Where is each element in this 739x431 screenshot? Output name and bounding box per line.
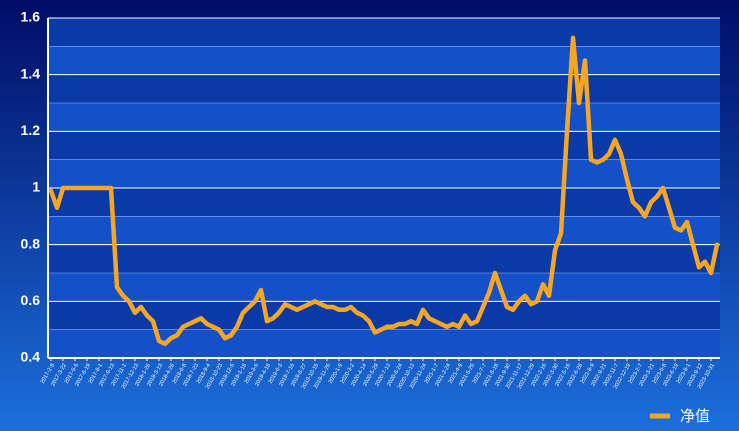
- plot-band: [48, 244, 720, 273]
- y-tick-label: 1.4: [21, 65, 41, 81]
- y-tick-label: 0.6: [21, 292, 41, 308]
- plot-band: [48, 216, 720, 245]
- plot-band: [48, 103, 720, 132]
- plot-band: [48, 188, 720, 217]
- y-tick-label: 0.4: [21, 349, 41, 365]
- y-tick-label: 1.6: [21, 9, 41, 25]
- y-tick-label: 0.8: [21, 235, 41, 251]
- y-tick-label: 1: [32, 179, 40, 195]
- plot-band: [48, 74, 720, 103]
- plot-band: [48, 159, 720, 188]
- plot-band: [48, 301, 720, 330]
- y-tick-label: 1.2: [21, 122, 41, 138]
- plot-band: [48, 46, 720, 75]
- legend-label: 净值: [680, 408, 710, 425]
- plot-band: [48, 18, 720, 47]
- series-line: [48, 35, 720, 347]
- plot-band: [48, 273, 720, 302]
- plot-band: [48, 329, 720, 358]
